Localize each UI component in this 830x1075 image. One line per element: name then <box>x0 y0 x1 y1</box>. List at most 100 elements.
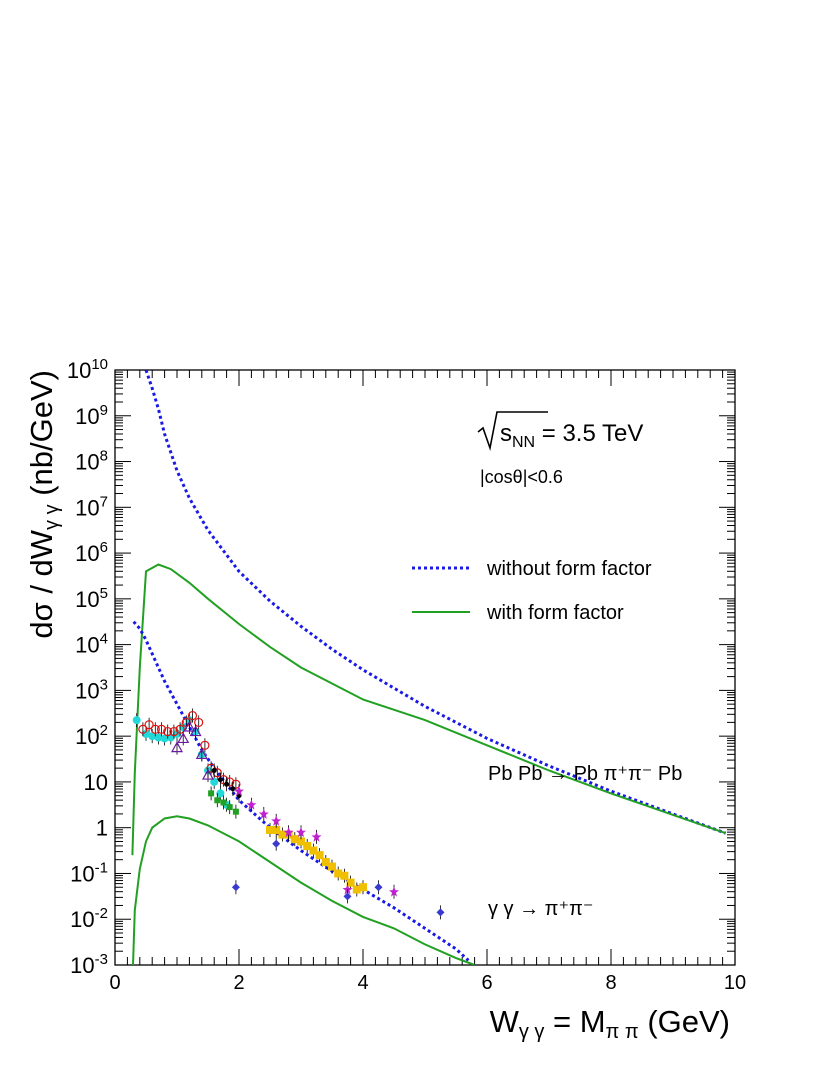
curves <box>131 370 727 965</box>
point-magenta-stars <box>311 831 322 842</box>
point-yellow-squares <box>340 871 349 880</box>
x-axis-title: Wγ γ = Mπ π (GeV) <box>490 1004 730 1043</box>
point-yellow-squares <box>334 869 343 878</box>
y-tick-label: 102 <box>75 722 108 749</box>
x-tick-labels: 0 2 4 6 8 10 <box>109 972 746 994</box>
point-yellow-squares <box>278 830 287 839</box>
x-tick-label: 10 <box>724 972 746 994</box>
point-green-points <box>220 799 227 806</box>
sqrt-sign <box>477 411 548 452</box>
point-black-points <box>224 781 230 787</box>
point-green-points <box>208 790 215 797</box>
plot-frame <box>114 369 736 966</box>
x-tick-label: 8 <box>605 972 616 994</box>
data-points <box>132 708 445 920</box>
point-black-points <box>230 786 236 792</box>
point-yellow-squares <box>272 825 281 834</box>
point-black-points <box>217 777 223 783</box>
legend: without form factor with form factor <box>412 558 652 624</box>
energy-value: = 3.5 TeV <box>535 420 643 447</box>
point-magenta-stars <box>234 786 244 797</box>
point-blue-diamonds <box>343 892 352 901</box>
point-red-circles <box>200 740 210 750</box>
y-tick-label: 10-1 <box>70 859 108 886</box>
y-tick-label: 10-2 <box>70 905 108 932</box>
curve-PbPb-with-ff <box>131 563 727 856</box>
point-yellow-squares <box>309 846 318 855</box>
point-green-points <box>214 797 221 804</box>
point-cyan-circles <box>160 734 169 743</box>
point-yellow-squares <box>303 842 312 850</box>
annotation-pbpb: Pb Pb → Pb π⁺π⁻ Pb <box>488 763 682 785</box>
x-tick-label: 0 <box>109 972 120 994</box>
y-tick-labels: 10-3 10-2 10-1 1 10 102 103 104 105 106 107 108 109 1… <box>67 356 108 978</box>
y-tick-label: 108 <box>75 448 108 475</box>
y-tick-label: 103 <box>75 676 108 703</box>
point-purple-triangles <box>177 732 190 744</box>
point-magenta-stars <box>246 799 257 810</box>
y-tick-label: 106 <box>75 539 108 566</box>
point-red-circles <box>194 717 204 728</box>
point-red-circles <box>169 726 179 737</box>
point-magenta-stars <box>258 808 269 819</box>
point-cyan-circles <box>216 789 225 798</box>
point-purple-triangles <box>189 725 202 737</box>
curve-gg-with-ff <box>132 815 475 965</box>
curve-gg-no-ff <box>132 620 470 962</box>
point-purple-triangles <box>183 720 196 732</box>
point-magenta-stars <box>296 827 306 838</box>
point-green-points <box>226 804 233 811</box>
y-tick-label: 109 <box>75 402 108 429</box>
point-purple-triangles <box>201 768 215 780</box>
point-blue-diamonds <box>272 839 281 848</box>
point-red-circles <box>175 724 185 734</box>
point-yellow-squares <box>352 885 361 894</box>
legend-label-no-ff: without form factor <box>486 558 652 580</box>
point-cyan-circles <box>210 777 219 786</box>
point-cyan-circles <box>132 716 141 725</box>
point-magenta-stars <box>389 886 399 897</box>
x-tick-label: 6 <box>481 972 492 994</box>
y-axis-title: dσ / dWγ γ (nb/GeV) <box>24 370 63 639</box>
point-red-circles <box>150 724 160 734</box>
svg-text:sNN = 3.5 TeV: sNN = 3.5 TeV <box>500 420 643 451</box>
point-green-points <box>232 808 239 815</box>
point-blue-diamonds <box>436 908 445 917</box>
energy-sub: NN <box>512 434 535 451</box>
point-blue-diamonds <box>374 883 383 892</box>
point-red-circles <box>156 724 167 734</box>
point-yellow-squares <box>359 883 367 892</box>
y-tick-label: 107 <box>75 493 108 520</box>
point-yellow-squares <box>297 837 305 846</box>
point-red-circles <box>187 710 198 721</box>
y-tick-label: 1010 <box>67 356 108 383</box>
point-magenta-stars <box>283 827 294 838</box>
point-cyan-circles <box>148 732 157 741</box>
point-purple-triangles <box>170 741 184 753</box>
point-yellow-squares <box>346 878 355 887</box>
energy-label: sNN = 3.5 TeV <box>477 411 643 452</box>
point-blue-diamonds <box>231 883 240 892</box>
point-yellow-squares <box>290 835 299 844</box>
point-magenta-stars <box>271 815 282 826</box>
y-tick-label: 104 <box>75 631 108 658</box>
point-red-circles <box>138 724 148 734</box>
curve-PbPb-no-ff <box>144 370 727 835</box>
point-cyan-circles <box>154 733 163 742</box>
x-tick-label: 2 <box>233 972 244 994</box>
y-tick-label: 10 <box>84 770 108 795</box>
annotation-gg: γ γ → π⁺π⁻ <box>488 898 593 920</box>
point-red-circles <box>231 779 241 789</box>
y-tick-label: 1 <box>96 816 108 841</box>
x-tick-label: 4 <box>357 972 368 994</box>
legend-label-with-ff: with form factor <box>486 602 624 624</box>
y-tick-label: 105 <box>75 585 108 612</box>
point-yellow-squares <box>266 825 274 834</box>
tick-marks <box>114 370 736 966</box>
cut-label: |cosθ|<0.6 <box>480 467 563 487</box>
point-black-points <box>211 767 217 773</box>
point-yellow-squares <box>328 862 336 871</box>
point-red-circles <box>163 726 173 737</box>
energy-prefix: s <box>500 420 512 447</box>
